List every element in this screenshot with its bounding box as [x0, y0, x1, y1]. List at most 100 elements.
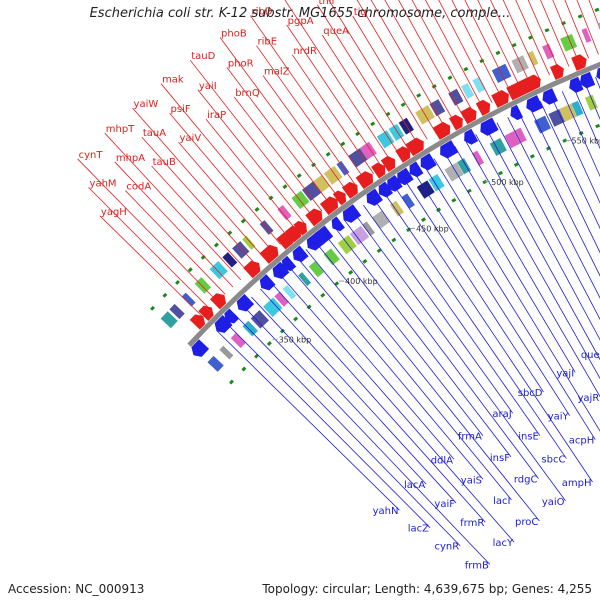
- cog-block: [534, 115, 551, 134]
- label-leader-line: [425, 0, 484, 108]
- forward-gene-arrow: [549, 64, 564, 80]
- label-leader-line: [564, 0, 589, 59]
- reverse-gene-arrow: [409, 161, 424, 178]
- label-leader-line: [527, 0, 560, 71]
- gene-label-yaiY: yaiY: [548, 412, 570, 423]
- gene-label-brnQ: brnQ: [235, 88, 260, 99]
- label-leader-line: [352, 15, 428, 140]
- forward-gene-arrow: [525, 74, 541, 92]
- label-leader-line: [160, 83, 290, 238]
- gene-label-cynT: cynT: [79, 150, 104, 161]
- gene-label-yaiI: yaiI: [199, 81, 217, 92]
- reverse-gene-arrow: [579, 71, 596, 89]
- cog-block: [448, 88, 464, 106]
- label-leader-line: [464, 139, 600, 380]
- gene-label-ddlA: ddlA: [431, 455, 453, 466]
- gene-label-yahM: yahM: [90, 179, 117, 190]
- gene-label-nrdR: nrdR: [293, 46, 317, 57]
- label-leader-line: [305, 249, 512, 501]
- gene-label-insF: insF: [490, 453, 510, 464]
- reverse-gene-arrow: [224, 308, 240, 324]
- label-leader-line: [518, 111, 600, 277]
- forward-gene-arrow: [405, 137, 424, 157]
- label-leader-line: [392, 184, 593, 483]
- label-leader-line: [226, 67, 331, 205]
- gene-label-acpH: acpH: [569, 436, 595, 447]
- cog-block: [219, 345, 234, 360]
- reverse-gene-arrow: [480, 117, 499, 136]
- label-leader-line: [382, 191, 567, 459]
- label-leader-line: [256, 45, 357, 187]
- gene-label-tig: tig: [354, 7, 367, 18]
- cog-block: [298, 272, 312, 287]
- gene-label-yaiV: yaiV: [180, 133, 202, 144]
- feature-layer: [150, 7, 600, 385]
- gene-label-frmR: frmR: [460, 518, 484, 529]
- label-leader-line: [233, 313, 461, 547]
- forward-gene-arrow: [210, 293, 227, 310]
- forward-gene-arrow: [355, 171, 374, 190]
- label-leader-line: [370, 0, 446, 129]
- cog-block: [242, 235, 256, 250]
- gene-label-insE: insE: [518, 432, 539, 443]
- cog-block: [471, 150, 485, 166]
- reverse-gene-arrow: [596, 67, 600, 80]
- label-leader-line: [528, 106, 600, 254]
- reverse-gene-arrow: [397, 167, 414, 186]
- label-leader-line: [88, 187, 211, 310]
- cog-block: [337, 234, 357, 255]
- gene-label-yaiF: yaiF: [434, 499, 455, 510]
- label-leader-line: [284, 0, 392, 163]
- gene-label-yaiW: yaiW: [134, 99, 159, 110]
- cog-block: [169, 303, 185, 320]
- gene-label-mak: mak: [162, 75, 184, 86]
- label-leader-line: [219, 37, 340, 199]
- cog-block: [209, 261, 228, 280]
- cog-block: [581, 27, 592, 43]
- label-leader-line: [197, 89, 306, 225]
- reverse-gene-arrow: [569, 76, 584, 93]
- gene-label-sbcD: sbcD: [518, 388, 543, 399]
- cog-block: [542, 43, 555, 60]
- label-leader-line: [328, 0, 419, 145]
- label-leader-line: [540, 0, 570, 67]
- cog-block: [349, 225, 370, 246]
- reverse-gene-arrow: [191, 339, 210, 357]
- kbp-tick-label: 500 kbp: [491, 178, 524, 187]
- gene-label-lacA: lacA: [404, 480, 425, 491]
- cog-block: [160, 311, 178, 329]
- cog-block: [207, 355, 224, 372]
- gene-label-frmB: frmB: [465, 560, 489, 571]
- cog-block: [308, 261, 324, 278]
- label-leader-line: [588, 0, 600, 30]
- label-leader-line: [515, 0, 550, 76]
- label-leader-line: [104, 132, 242, 280]
- gene-label-yahN: yahN: [373, 506, 399, 517]
- label-leader-line: [250, 15, 366, 180]
- gene-label-psiF: psiF: [171, 104, 191, 115]
- forward-gene-arrow: [475, 99, 491, 116]
- forward-gene-arrow: [198, 305, 214, 321]
- label-leader-line: [292, 54, 374, 174]
- gene-label-cynR: cynR: [434, 542, 459, 553]
- label-leader-line: [490, 0, 531, 85]
- cog-block: [527, 50, 539, 66]
- label-leader-line: [77, 158, 218, 303]
- cog-block: [389, 200, 404, 217]
- cog-block: [388, 123, 405, 141]
- cog-block: [362, 221, 375, 237]
- cog-block: [336, 160, 350, 176]
- gene-label-frmA: frmA: [458, 432, 482, 443]
- gene-label-phoB: phoB: [221, 29, 247, 40]
- label-leader-line: [496, 122, 600, 321]
- cog-block: [359, 141, 377, 160]
- cog-block: [514, 127, 527, 143]
- topology-summary: Topology: circular; Length: 4,639,675 bp…: [262, 582, 592, 596]
- label-leader-line: [550, 96, 600, 204]
- cog-block: [313, 174, 331, 193]
- forward-gene-arrow: [432, 121, 451, 140]
- cog-block: [301, 180, 323, 201]
- gene-label-pgpA: pgpA: [288, 16, 314, 27]
